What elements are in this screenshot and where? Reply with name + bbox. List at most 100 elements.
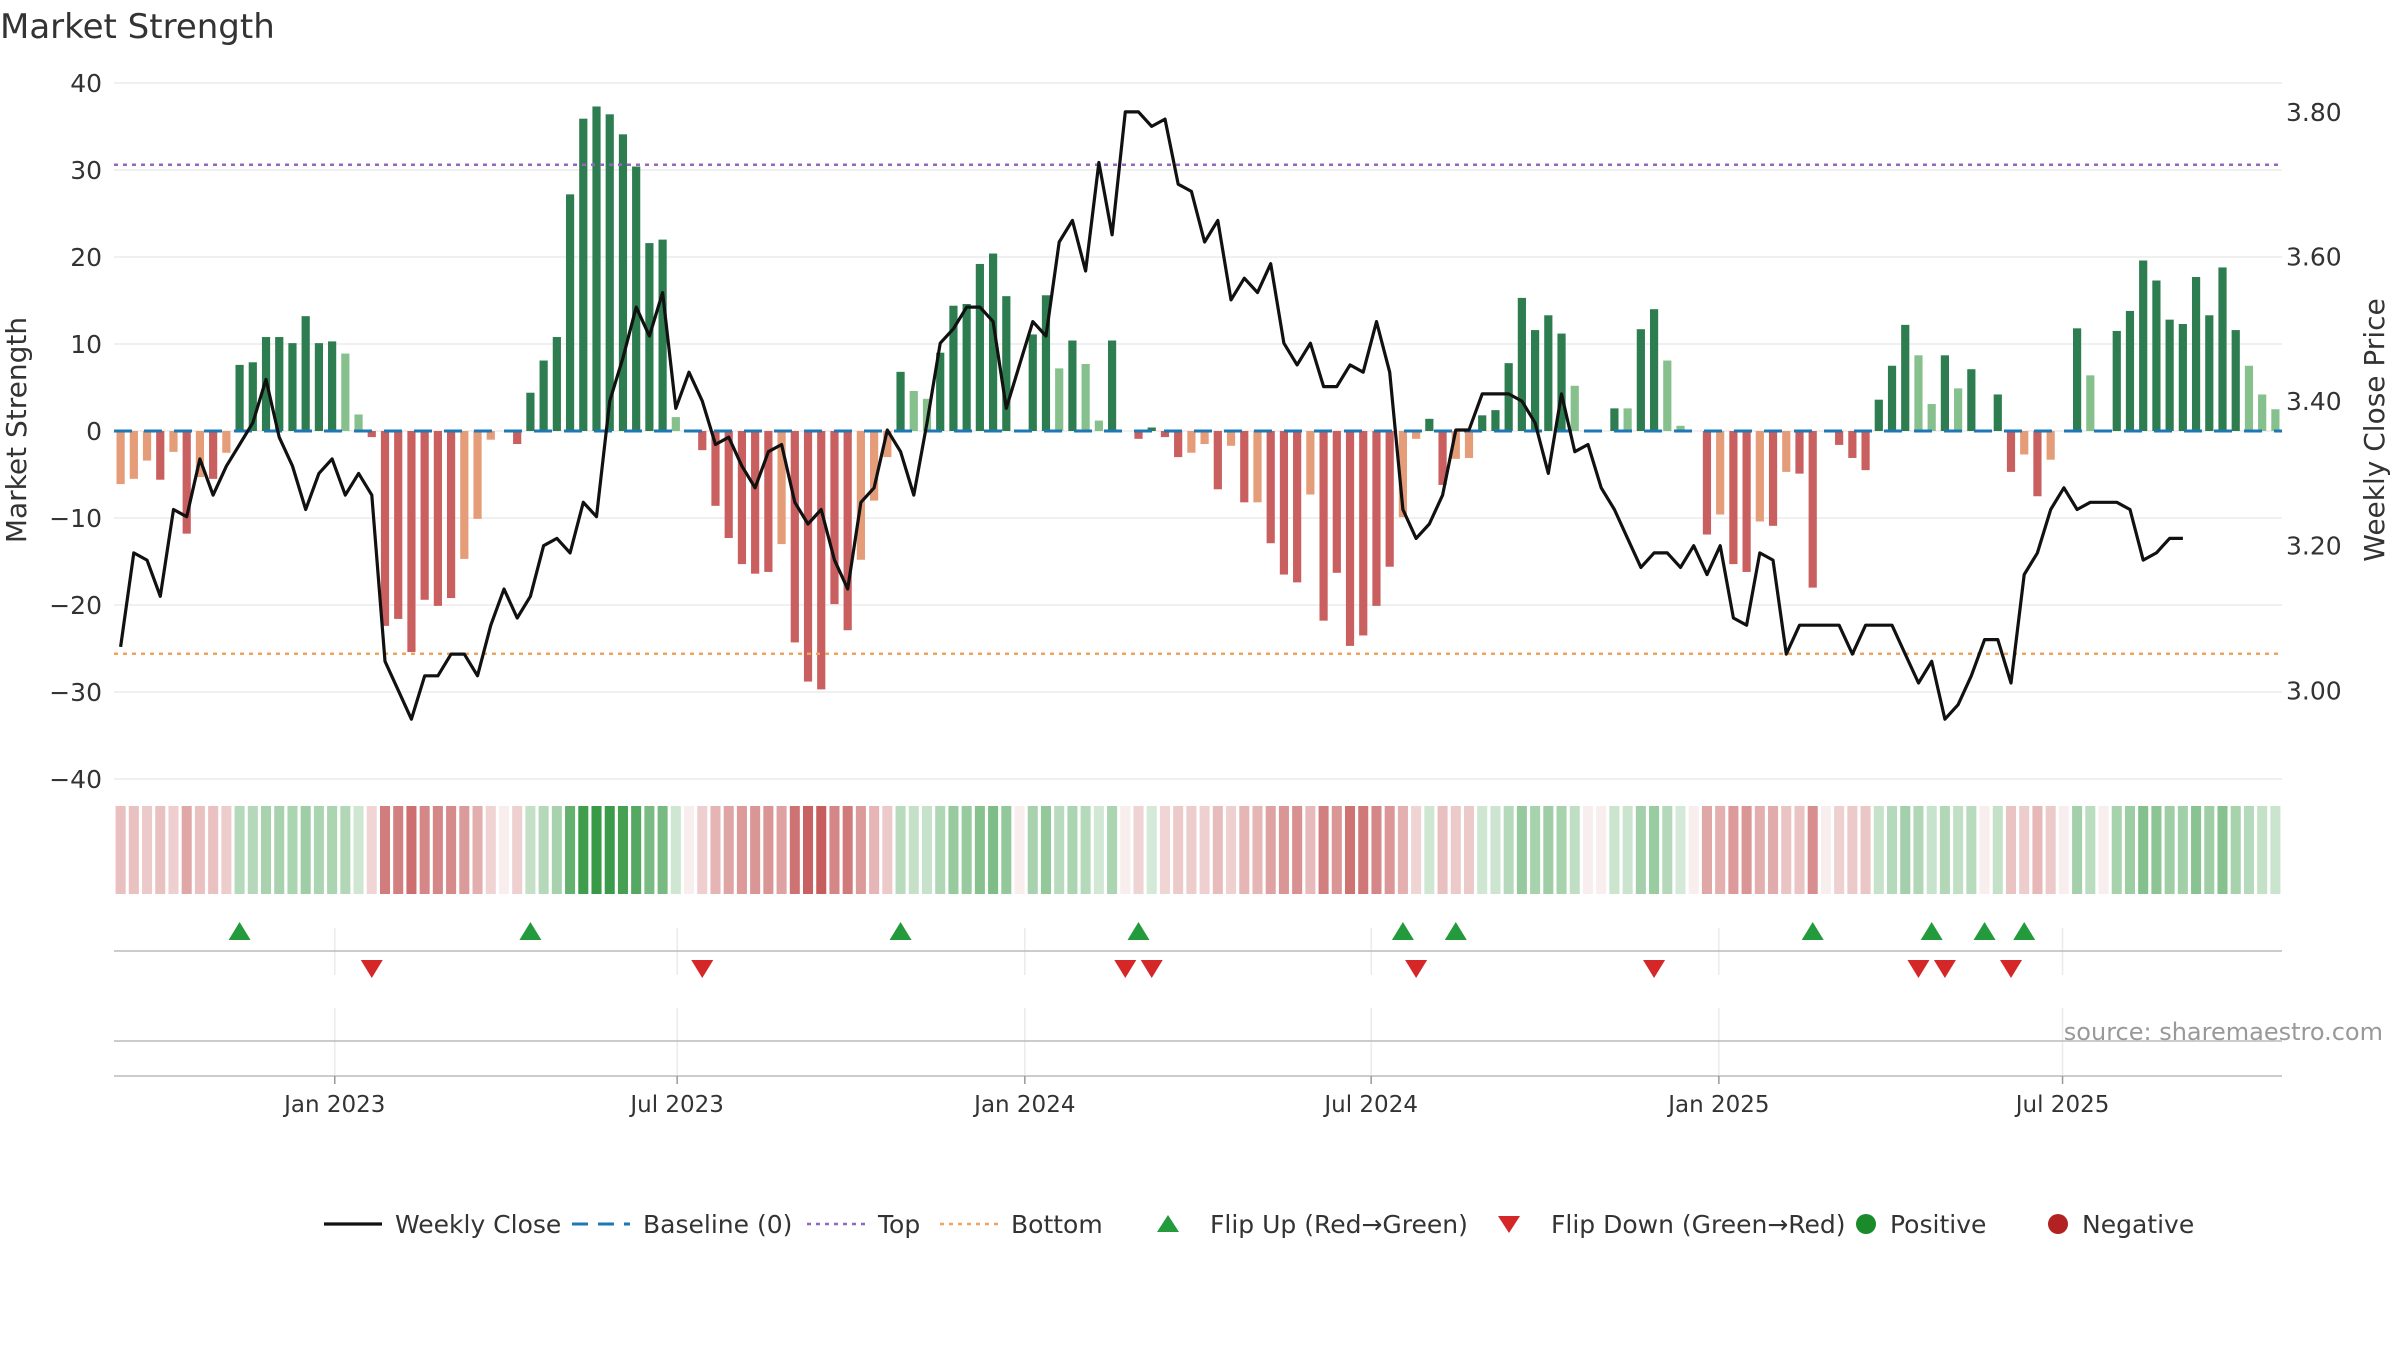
- heat-strip-cell: [366, 806, 377, 894]
- strength-bar: [1967, 369, 1976, 431]
- strength-bar: [618, 134, 628, 431]
- flip-down-marker: [2000, 960, 2022, 978]
- strength-bar: [936, 352, 945, 431]
- flip-up-marker: [1801, 922, 1824, 940]
- strength-bar: [2231, 330, 2240, 431]
- heat-strip-cell: [2164, 806, 2175, 894]
- heat-strip-cell: [657, 806, 668, 894]
- heat-strip-cell: [1371, 806, 1382, 894]
- strength-bar: [248, 362, 257, 431]
- flip-down-marker: [1405, 960, 1428, 978]
- heat-strip-cell: [1701, 806, 1712, 894]
- heat-strip-cell: [1953, 806, 1964, 894]
- heat-strip-cell: [1992, 806, 2003, 894]
- heat-strip-cell: [591, 806, 602, 894]
- strength-bar: [1517, 297, 1526, 431]
- strength-bar: [1993, 394, 2002, 431]
- strength-bar: [328, 341, 337, 431]
- heat-strip-cell: [1569, 806, 1580, 894]
- flip-down-marker: [1140, 960, 1163, 978]
- strength-bar: [2178, 323, 2187, 431]
- strength-bar: [433, 431, 442, 606]
- heat-strip-cell: [1781, 806, 1792, 894]
- legend-label: Flip Up (Red→Green): [1210, 1210, 1468, 1239]
- heat-strip-cell: [1582, 806, 1593, 894]
- strength-bar: [1861, 431, 1870, 471]
- heat-strip-cell: [723, 806, 734, 894]
- strength-bar: [2033, 431, 2042, 497]
- strength-bar: [565, 194, 575, 431]
- strength-bar: [883, 431, 892, 458]
- strength-bar: [1332, 431, 1341, 573]
- weekly-close-line: [119, 110, 2183, 721]
- heat-strip-cell: [1080, 806, 1091, 894]
- heat-strip-cell: [1649, 806, 1660, 894]
- strength-bar: [1954, 388, 1963, 431]
- strength-bar: [1425, 418, 1434, 431]
- strength-bar: [817, 431, 826, 690]
- strength-bar: [764, 431, 773, 572]
- heat-strip-cell: [895, 806, 906, 894]
- heat-strip-cell: [1939, 806, 1950, 894]
- legend-swatch-flip-up: [1157, 1215, 1179, 1232]
- strength-bar: [2020, 431, 2029, 455]
- heat-strip-cell: [459, 806, 470, 894]
- strength-bar: [1676, 425, 1685, 431]
- heat-strip-cell: [1662, 806, 1673, 894]
- heat-strip-cell: [274, 806, 285, 894]
- strength-bar: [1028, 334, 1037, 431]
- legend-label: Weekly Close: [395, 1210, 561, 1239]
- heat-strip-cell: [353, 806, 364, 894]
- strength-bar: [235, 364, 244, 431]
- heat-strip-cell: [287, 806, 298, 894]
- strength-bar: [1729, 431, 1738, 565]
- strength-bar: [2152, 280, 2161, 431]
- heat-strip-cell: [2151, 806, 2162, 894]
- strength-bar: [539, 360, 548, 431]
- heat-strip-cell: [472, 806, 483, 894]
- strength-bar: [1266, 431, 1275, 544]
- strength-bar: [658, 239, 667, 431]
- flip-up-marker: [228, 922, 251, 940]
- strength-bar: [473, 431, 482, 519]
- strength-bar: [988, 253, 998, 431]
- strength-bar: [1570, 385, 1579, 431]
- strength-bar: [605, 114, 614, 431]
- strength-bar: [1187, 431, 1196, 453]
- strength-bar: [1927, 404, 1936, 431]
- heat-strip-cell: [432, 806, 443, 894]
- heat-strip-cell: [1305, 806, 1316, 894]
- strength-bar: [1478, 415, 1487, 431]
- strength-bar: [1663, 360, 1672, 431]
- x-tick-label: Jul 2024: [1322, 1092, 1418, 1118]
- heat-strip-cell: [1873, 806, 1884, 894]
- source-note: source: sharemaestro.com: [2064, 1018, 2383, 1046]
- heat-strip-cell: [1675, 806, 1686, 894]
- strength-bar: [2112, 330, 2121, 431]
- heat-strip-cell: [1318, 806, 1329, 894]
- right-tick-label: 3.60: [2286, 243, 2342, 272]
- strength-bar: [2191, 277, 2201, 431]
- heat-strip-cell: [1860, 806, 1871, 894]
- heat-strip-cell: [1001, 806, 1012, 894]
- strength-bar: [632, 166, 641, 431]
- strength-bar: [1716, 431, 1725, 515]
- strength-bar: [1940, 355, 1950, 431]
- heat-strip-cell: [869, 806, 880, 894]
- strength-bar: [949, 305, 958, 431]
- strength-bar: [830, 431, 839, 605]
- left-tick-label: −40: [49, 765, 102, 794]
- strength-bar: [552, 337, 561, 431]
- strength-bar: [1398, 431, 1408, 518]
- strength-bar: [380, 431, 390, 626]
- strength-bar: [301, 316, 310, 431]
- heat-strip-cell: [736, 806, 747, 894]
- strength-bar: [1094, 420, 1103, 431]
- flip-down-marker: [1907, 960, 1930, 978]
- heat-strip-cell: [2032, 806, 2043, 894]
- heat-strip-cell: [1926, 806, 1937, 894]
- left-axis-label: Market Strength: [0, 317, 33, 543]
- heat-strip-cell: [829, 806, 840, 894]
- strength-bar: [513, 431, 522, 445]
- strength-bar: [1147, 427, 1156, 431]
